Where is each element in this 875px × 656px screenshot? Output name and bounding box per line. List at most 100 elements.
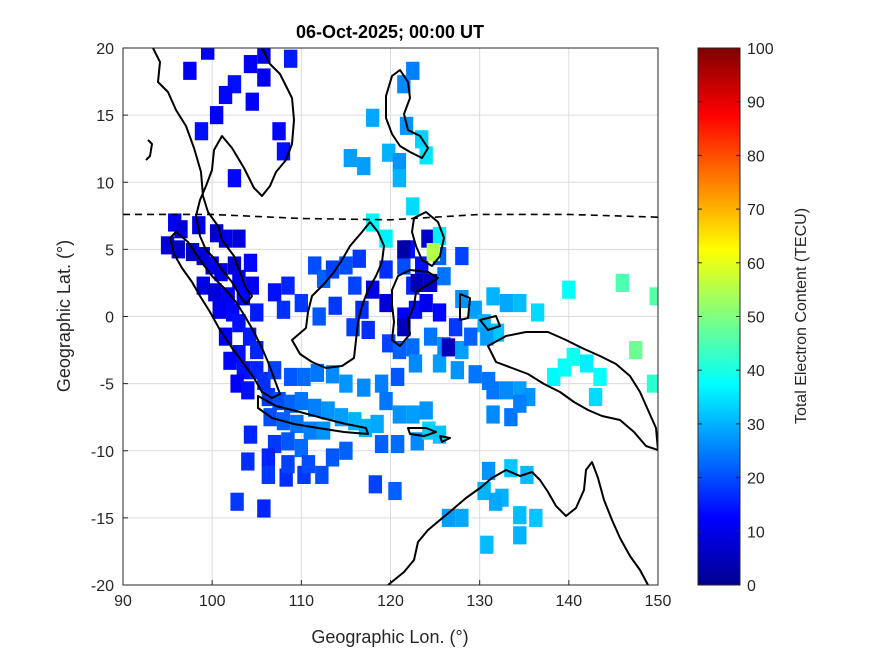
tec-point xyxy=(250,303,264,322)
tec-point xyxy=(230,492,244,511)
tec-point xyxy=(388,481,402,501)
tec-point xyxy=(232,229,246,248)
tec-point xyxy=(410,432,424,451)
tec-point xyxy=(232,269,246,288)
coastline-sumatra xyxy=(169,231,281,399)
tec-point xyxy=(257,371,271,391)
tec-point xyxy=(406,405,420,424)
tec-point xyxy=(209,106,224,125)
tec-point xyxy=(294,294,309,313)
tec-point xyxy=(374,374,389,393)
x-tick-label: 90 xyxy=(114,593,132,610)
tec-point xyxy=(530,303,545,322)
tec-point xyxy=(379,260,393,279)
geomagnetic-equator-line xyxy=(123,213,658,221)
tec-point xyxy=(281,455,295,474)
tec-point xyxy=(441,508,456,527)
tec-point xyxy=(183,61,197,80)
coastline-java xyxy=(257,395,369,435)
tec-point xyxy=(283,367,298,386)
tec-point xyxy=(339,374,353,393)
tec-point xyxy=(379,392,393,411)
tec-point xyxy=(352,249,366,268)
coastline-sulawesi xyxy=(391,269,439,347)
tec-point xyxy=(615,273,630,292)
tec-point xyxy=(283,49,298,68)
tec-point xyxy=(339,256,353,275)
tec-point xyxy=(579,354,594,373)
tec-point xyxy=(397,256,411,275)
tec-point xyxy=(489,492,503,511)
tec-point xyxy=(297,367,311,386)
tec-point xyxy=(397,240,411,259)
tec-point xyxy=(361,320,375,339)
tec-point xyxy=(480,327,494,346)
x-tick-label: 150 xyxy=(645,593,672,610)
tec-point xyxy=(392,341,407,360)
coastlines xyxy=(145,48,658,585)
tec-point xyxy=(196,276,210,295)
tec-point xyxy=(272,122,286,141)
tec-point xyxy=(450,361,465,380)
tec-point xyxy=(499,294,514,313)
colorbar xyxy=(697,47,741,586)
tec-point xyxy=(566,347,580,366)
colorbar-tick-label: 30 xyxy=(747,417,765,434)
coastline-indochina xyxy=(152,48,295,305)
tec-point xyxy=(379,294,393,313)
tec-point xyxy=(562,280,576,299)
tec-point xyxy=(339,441,353,460)
tec-point xyxy=(208,283,222,302)
tec-point xyxy=(301,455,316,474)
colorbar-label: Total Electron Content (TECU) xyxy=(793,208,810,424)
y-axis-label: Geographic Lat. (°) xyxy=(54,240,74,392)
tec-point xyxy=(390,434,405,454)
tec-point xyxy=(357,157,371,176)
tec-point xyxy=(365,108,380,127)
tec-point xyxy=(520,465,534,484)
tec-point xyxy=(419,294,433,313)
tec-point xyxy=(486,381,500,400)
tec-point xyxy=(325,365,340,384)
colorbar-tick-label: 100 xyxy=(747,41,774,58)
tec-point xyxy=(310,363,325,382)
tec-point xyxy=(294,439,309,458)
tec-point xyxy=(357,378,371,397)
tec-point xyxy=(513,294,527,313)
tec-point xyxy=(230,374,244,393)
y-tick-label: 20 xyxy=(96,41,114,58)
tec-point xyxy=(410,273,424,292)
tec-point xyxy=(308,398,322,417)
tec-point xyxy=(464,327,478,346)
colorbar-tick-label: 70 xyxy=(747,202,765,219)
tec-point xyxy=(432,303,447,322)
y-tick-label: 10 xyxy=(96,175,114,192)
tec-point xyxy=(423,327,438,346)
tec-point xyxy=(649,287,658,306)
tec-point xyxy=(392,405,407,424)
colorbar-tick-label: 40 xyxy=(747,363,765,380)
tec-point xyxy=(392,169,407,188)
tec-point xyxy=(243,425,258,444)
tec-point xyxy=(432,354,447,373)
tec-point xyxy=(513,394,527,413)
tec-point xyxy=(419,146,433,165)
tec-point xyxy=(406,197,420,216)
y-tick-label: -20 xyxy=(91,578,114,595)
colorbar-tick-label: 10 xyxy=(747,524,765,541)
colorbar-tick-label: 20 xyxy=(747,471,765,488)
y-axis-ticks: -20 -15 -10 -5 0 5 10 15 20 xyxy=(91,41,128,595)
coastline-mindanao xyxy=(411,211,445,267)
tec-point xyxy=(245,92,259,111)
tec-point xyxy=(328,296,342,315)
y-tick-label: 5 xyxy=(105,242,114,259)
tec-point xyxy=(392,153,407,172)
tec-point xyxy=(218,229,233,248)
tec-point xyxy=(419,401,433,420)
coastline-small-islands xyxy=(145,139,501,443)
colorbar-ticks: 0 10 20 30 40 50 60 70 80 90 100 xyxy=(698,41,774,595)
tec-point xyxy=(408,300,423,319)
tec-point xyxy=(432,425,447,444)
tec-point xyxy=(321,401,335,420)
tec-point xyxy=(397,318,411,337)
